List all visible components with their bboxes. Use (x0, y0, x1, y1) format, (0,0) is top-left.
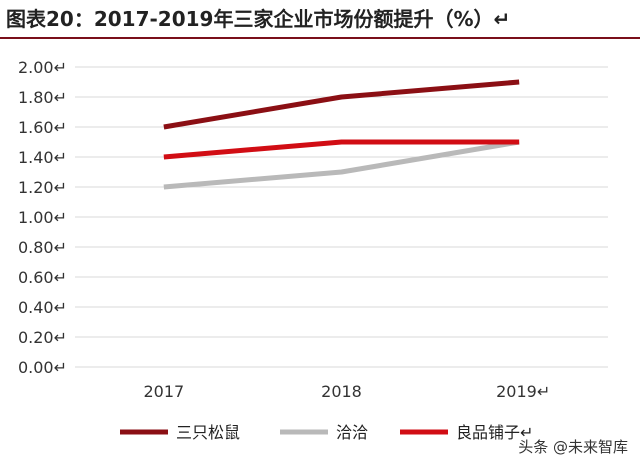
y-tick-label: 1.80↵ (18, 88, 67, 107)
y-axis: 0.00↵ 0.20↵ 0.40↵ 0.60↵ 0.80↵ 1.00↵ 1.20↵ 1.40↵… (18, 58, 67, 377)
series-line-1 (163, 139, 520, 190)
x-tick-label: 2018 (321, 382, 362, 401)
y-tick-label: 0.80↵ (18, 238, 67, 257)
y-tick-label: 0.00↵ (18, 358, 67, 377)
y-tick-label: 0.40↵ (18, 298, 67, 317)
x-tick-label: 2019↵ (496, 382, 550, 401)
y-tick-label: 1.40↵ (18, 148, 67, 167)
legend-label: 洽洽 (336, 423, 368, 442)
grid-lines (75, 66, 608, 368)
x-axis: 2017 2018 2019↵ (143, 382, 550, 401)
x-tick-label: 2017 (143, 382, 184, 401)
y-tick-label: 1.60↵ (18, 118, 67, 137)
legend: 三只松鼠 洽洽 良品铺子↵ (120, 423, 533, 442)
y-tick-label: 1.20↵ (18, 178, 67, 197)
series-lines (163, 79, 520, 190)
page-title: 图表20：2017-2019年三家企业市场份额提升（%）↵ (6, 7, 511, 31)
y-tick-label: 0.20↵ (18, 328, 67, 347)
y-tick-label: 1.00↵ (18, 208, 67, 227)
y-tick-label: 0.60↵ (18, 268, 67, 287)
legend-label: 三只松鼠 (176, 423, 240, 442)
legend-label: 良品铺子↵ (456, 423, 533, 442)
y-tick-label: 2.00↵ (18, 58, 67, 77)
series-line-0 (163, 79, 520, 130)
title-underline (0, 37, 640, 39)
watermark: 头条 @未来智库 (518, 438, 628, 456)
